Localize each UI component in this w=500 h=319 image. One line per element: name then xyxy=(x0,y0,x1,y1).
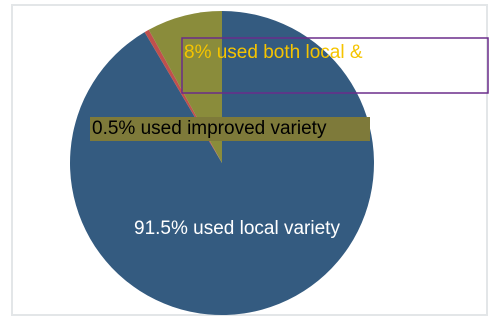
label-box xyxy=(90,117,370,141)
pie-slice xyxy=(69,11,374,315)
label-box xyxy=(181,37,489,94)
frame xyxy=(11,4,488,316)
slice-label: 8% used both local & xyxy=(184,42,363,63)
slice-label: 91.5% used local variety xyxy=(134,218,340,239)
slice-label: 0.5% used improved variety xyxy=(92,118,327,139)
